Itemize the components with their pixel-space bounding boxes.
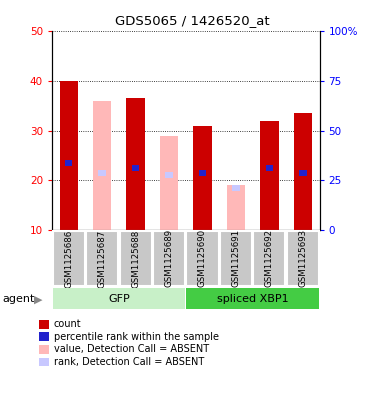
FancyBboxPatch shape — [253, 231, 285, 286]
Bar — [99, 170, 106, 176]
Bar — [266, 165, 273, 171]
Text: ▶: ▶ — [33, 294, 42, 305]
Bar — [93, 101, 111, 230]
FancyBboxPatch shape — [220, 231, 252, 286]
Text: rank, Detection Call = ABSENT: rank, Detection Call = ABSENT — [54, 357, 204, 367]
Text: GSM1125692: GSM1125692 — [265, 230, 274, 287]
Text: GSM1125690: GSM1125690 — [198, 230, 207, 287]
Text: GSM1125693: GSM1125693 — [298, 230, 307, 287]
Bar — [299, 170, 306, 176]
FancyBboxPatch shape — [53, 288, 185, 309]
Text: percentile rank within the sample: percentile rank within the sample — [54, 332, 219, 342]
FancyBboxPatch shape — [186, 288, 319, 309]
Text: GFP: GFP — [108, 294, 130, 304]
FancyBboxPatch shape — [86, 231, 118, 286]
FancyBboxPatch shape — [119, 231, 152, 286]
Text: spliced XBP1: spliced XBP1 — [217, 294, 288, 304]
FancyBboxPatch shape — [287, 231, 319, 286]
Bar — [126, 98, 145, 230]
FancyBboxPatch shape — [186, 231, 219, 286]
Bar — [294, 113, 312, 230]
Bar — [166, 173, 173, 178]
Text: GSM1125686: GSM1125686 — [64, 229, 73, 288]
Bar — [132, 165, 139, 171]
Bar — [232, 185, 239, 191]
Text: GSM1125691: GSM1125691 — [231, 230, 241, 287]
Text: GDS5065 / 1426520_at: GDS5065 / 1426520_at — [115, 14, 270, 27]
FancyBboxPatch shape — [153, 231, 185, 286]
Text: GSM1125689: GSM1125689 — [164, 230, 174, 287]
Bar — [193, 126, 212, 230]
Text: GSM1125687: GSM1125687 — [98, 229, 107, 288]
Text: GSM1125688: GSM1125688 — [131, 229, 140, 288]
Text: value, Detection Call = ABSENT: value, Detection Call = ABSENT — [54, 344, 209, 354]
Text: agent: agent — [2, 294, 34, 305]
Bar — [260, 121, 279, 230]
Bar — [199, 170, 206, 176]
Bar — [60, 81, 78, 230]
FancyBboxPatch shape — [53, 231, 85, 286]
Text: count: count — [54, 319, 82, 329]
Bar — [65, 160, 72, 166]
Bar — [227, 185, 245, 230]
Bar — [160, 136, 178, 230]
